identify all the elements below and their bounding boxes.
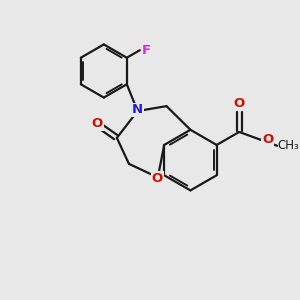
Text: O: O (233, 97, 245, 110)
Text: O: O (152, 172, 163, 185)
Text: CH₃: CH₃ (277, 139, 299, 152)
Text: O: O (262, 133, 273, 146)
Text: F: F (142, 44, 151, 57)
Text: O: O (92, 117, 103, 130)
Text: N: N (132, 103, 143, 116)
